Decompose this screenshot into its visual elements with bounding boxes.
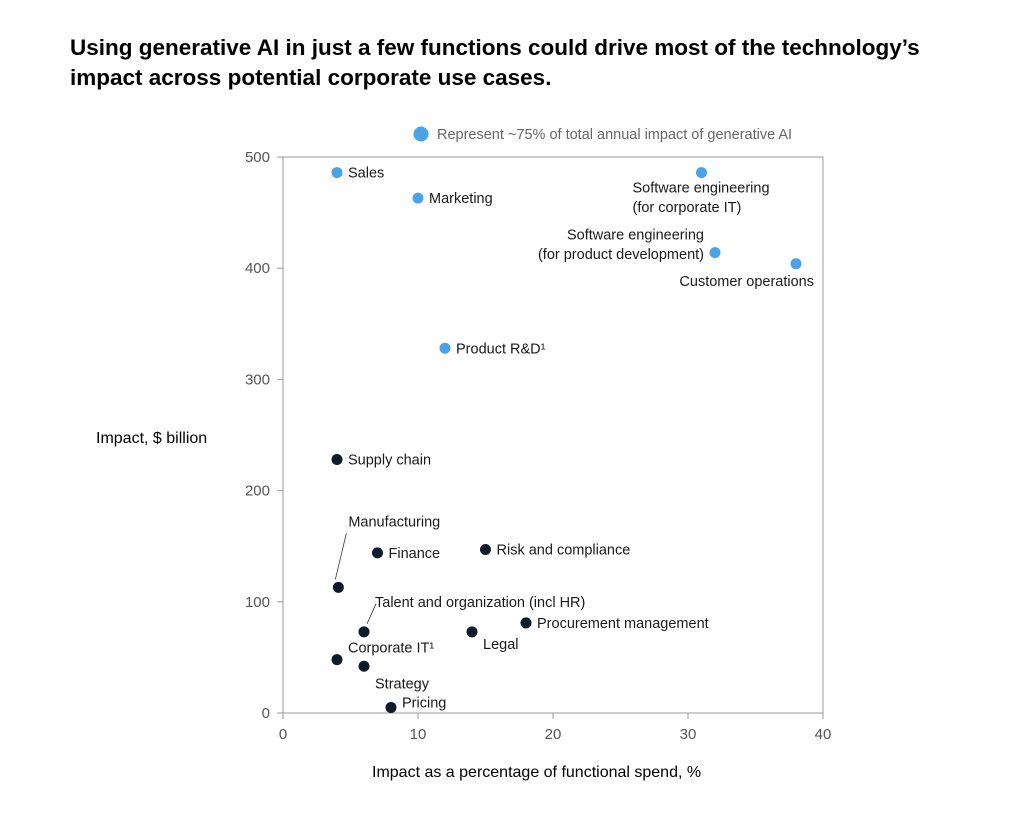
data-point-group: Risk and compliance [480, 543, 630, 559]
data-point-label-line: Risk and compliance [497, 543, 631, 559]
y-tick-label: 100 [245, 594, 270, 611]
data-point-group: Manufacturing [332, 514, 440, 593]
x-tick-label: 20 [545, 726, 562, 743]
data-point [520, 617, 532, 629]
data-point-group: Legal [466, 626, 518, 653]
data-point-label: Customer operations [679, 274, 814, 290]
data-point [331, 654, 343, 666]
data-point-label-line: Supply chain [348, 452, 431, 468]
data-point-group: Corporate IT¹ [331, 641, 434, 666]
data-point-group: Talent and organization (incl HR) [358, 595, 585, 638]
data-point [480, 544, 491, 556]
data-point-label-line: Product R&D¹ [456, 341, 546, 357]
data-point-label: Procurement management [537, 616, 709, 632]
data-point-label: Legal [483, 637, 518, 653]
data-point-label-line: Manufacturing [348, 514, 440, 530]
y-tick-label: 300 [245, 371, 270, 388]
data-point-label-line: Corporate IT¹ [348, 641, 434, 657]
data-point [331, 167, 343, 179]
data-point-group: Pricing [385, 695, 446, 713]
data-point-label: Talent and organization (incl HR) [375, 595, 585, 611]
data-point [790, 258, 802, 270]
data-point-label-line: Pricing [402, 695, 446, 711]
data-point-label-line: Finance [389, 546, 441, 562]
data-point-label: Software engineering (for corporate IT) [633, 181, 770, 217]
x-tick-label: 40 [815, 726, 832, 743]
y-tick-label: 400 [245, 260, 270, 277]
legend-marker [413, 126, 429, 142]
data-point-label-line: Software engineering [567, 228, 704, 244]
data-point [709, 247, 721, 259]
data-point-label: Manufacturing [348, 514, 440, 530]
y-tick-label: 0 [262, 705, 270, 722]
label-leader-line [334, 533, 347, 580]
data-point-group: Strategy [358, 660, 430, 692]
data-point-label: Marketing [429, 191, 493, 207]
data-point-label: Corporate IT¹ [348, 641, 434, 657]
data-point-group: Sales [331, 166, 384, 182]
label-leader-line [366, 603, 377, 624]
data-point-label: Risk and compliance [497, 543, 631, 559]
x-tick-label: 0 [279, 726, 287, 743]
data-point-label: Sales [348, 166, 384, 182]
data-point-label-line: Talent and organization (incl HR) [375, 595, 585, 611]
data-point-label-line: (for product development) [538, 247, 704, 263]
data-point-label-line: Strategy [375, 676, 430, 692]
data-point-group: Software engineering (for corporate IT) [633, 167, 770, 216]
data-point-group: Customer operations [679, 258, 814, 290]
data-point-group: Supply chain [331, 452, 431, 468]
data-point-group: Software engineering (for product develop… [538, 228, 721, 264]
data-point-group: Product R&D¹ [439, 341, 546, 357]
data-point [385, 701, 397, 713]
data-point-group: Procurement management [520, 616, 709, 632]
data-point-label: Supply chain [348, 452, 431, 468]
data-point-label-line: (for corporate IT) [633, 200, 742, 216]
data-point-group: Finance [372, 546, 440, 562]
data-point-label-line: Sales [348, 166, 384, 182]
y-axis-label: Impact, $ billion [96, 430, 208, 447]
data-point-label-line: Customer operations [679, 274, 814, 290]
x-tick-label: 30 [680, 726, 697, 743]
data-point [412, 192, 424, 204]
data-point-label: Finance [389, 546, 441, 562]
data-point-label-line: Procurement management [537, 616, 709, 632]
data-point-group: Marketing [412, 191, 493, 207]
data-point [358, 626, 370, 638]
data-point-label: Pricing [402, 695, 446, 711]
data-point-label-line: Legal [483, 637, 518, 653]
y-tick-label: 200 [245, 483, 270, 500]
y-tick-label: 500 [245, 149, 270, 166]
data-point [358, 660, 370, 672]
data-point-label: Strategy [375, 676, 430, 692]
data-point [331, 453, 343, 465]
x-tick-label: 10 [410, 726, 427, 743]
data-point [466, 626, 478, 638]
x-axis-label: Impact as a percentage of functional spe… [372, 764, 702, 781]
data-point [439, 342, 451, 354]
chart-title: Using generative AI in just a few functi… [70, 35, 920, 90]
data-point [332, 581, 344, 593]
data-point-label: Software engineering (for product develop… [538, 228, 704, 264]
data-point [696, 167, 707, 179]
data-point-label-line: Marketing [429, 191, 493, 207]
data-point [372, 547, 383, 559]
legend-label: Represent ~75% of total annual impact of… [437, 127, 792, 143]
data-point-label-line: Software engineering [633, 181, 770, 197]
data-point-label: Product R&D¹ [456, 341, 546, 357]
